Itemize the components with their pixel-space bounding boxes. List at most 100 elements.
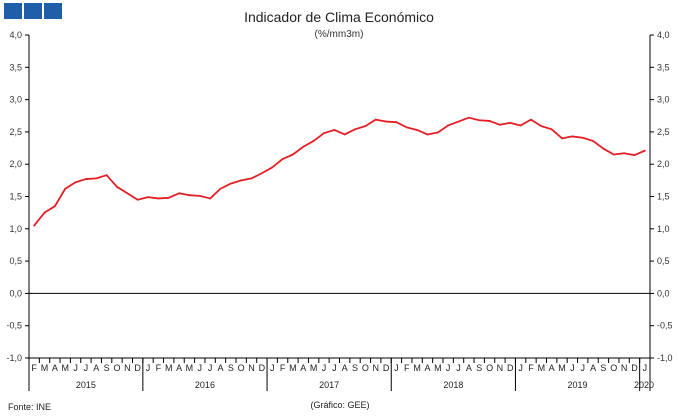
x-month-label: D — [631, 363, 638, 373]
x-month-label: N — [497, 363, 504, 373]
data-point — [509, 121, 512, 124]
data-point — [354, 128, 356, 131]
x-month-label: A — [176, 363, 182, 373]
x-month-label: N — [124, 363, 131, 373]
x-month-label: D — [259, 363, 266, 373]
data-point — [488, 120, 491, 122]
x-month-label: F — [156, 363, 162, 373]
data-point — [633, 154, 636, 157]
data-point — [240, 179, 243, 182]
data-point — [178, 192, 180, 195]
data-point — [612, 153, 615, 156]
data-point — [250, 177, 253, 180]
data-point — [426, 133, 429, 136]
data-point — [457, 120, 460, 123]
data-point — [219, 187, 222, 190]
y-tick-label-right: 0,0 — [657, 288, 670, 298]
data-point — [395, 121, 398, 124]
x-month-label: J — [146, 363, 151, 373]
x-month-label: O — [362, 363, 369, 373]
x-month-label: A — [52, 363, 58, 373]
x-month-label: O — [610, 363, 617, 373]
x-month-label: A — [217, 363, 223, 373]
source-note: Fonte: INE — [8, 402, 51, 412]
x-month-label: J — [394, 363, 399, 373]
data-point — [198, 194, 201, 197]
data-point — [292, 153, 294, 156]
x-month-label: S — [600, 363, 606, 373]
data-point — [333, 129, 336, 131]
data-point — [405, 126, 408, 129]
y-tick-label-right: 1,5 — [657, 192, 670, 202]
data-point — [53, 205, 56, 208]
data-point — [188, 194, 191, 197]
x-month-label: A — [549, 363, 555, 373]
x-month-label: M — [165, 363, 173, 373]
x-month-label: F — [528, 363, 534, 373]
x-month-label: A — [590, 363, 596, 373]
y-tick-label-left: 3,5 — [9, 62, 22, 72]
y-tick-label-right: 2,5 — [657, 127, 670, 137]
data-point — [385, 120, 387, 123]
y-tick-label-left: 0,0 — [9, 288, 22, 298]
x-month-label: N — [248, 363, 255, 373]
data-point — [167, 196, 170, 199]
data-point — [540, 125, 543, 127]
y-tick-label-right: -1,0 — [657, 353, 673, 363]
y-tick-label-right: 3,0 — [657, 95, 670, 105]
data-point — [271, 166, 274, 169]
y-tick-label-right: 0,5 — [657, 256, 670, 266]
data-point — [416, 129, 419, 131]
data-point — [530, 118, 532, 121]
data-point — [478, 119, 481, 122]
data-point — [95, 177, 98, 180]
y-tick-label-left: -1,0 — [6, 353, 22, 363]
series-layer — [33, 116, 646, 227]
y-tick-label-left: 1,5 — [9, 192, 22, 202]
data-point — [147, 196, 149, 199]
x-month-label: O — [238, 363, 245, 373]
x-month-label: S — [228, 363, 234, 373]
data-point — [343, 133, 346, 136]
x-month-label: J — [580, 363, 585, 373]
x-month-label: A — [424, 363, 430, 373]
y-tick-label-right: 2,0 — [657, 159, 670, 169]
data-point — [85, 178, 87, 180]
data-point — [209, 197, 212, 200]
x-month-label: M — [289, 363, 297, 373]
y-axis-left: 4,0 3,5 3,0 2,5 2,0 1,5 1,0 0,5 0,0 -0,5 -1,0 — [6, 30, 29, 363]
data-point — [561, 137, 563, 140]
data-point — [436, 131, 439, 134]
x-month-label: J — [456, 363, 461, 373]
logo-square-2 — [24, 3, 42, 19]
data-point — [643, 149, 646, 152]
data-point — [126, 192, 129, 195]
x-month-label: J — [322, 363, 327, 373]
data-point — [499, 123, 501, 126]
data-point — [364, 125, 367, 127]
x-month-label: M — [310, 363, 318, 373]
x-month-label: D — [383, 363, 390, 373]
x-month-label: J — [270, 363, 275, 373]
y-tick-label-right: -0,5 — [657, 321, 673, 331]
x-month-label: J — [208, 363, 213, 373]
y-tick-label-left: 2,5 — [9, 127, 22, 137]
x-month-label: O — [113, 363, 120, 373]
data-point — [74, 181, 77, 184]
data-point — [571, 135, 574, 138]
y-tick-label-left: 0,5 — [9, 256, 22, 266]
series-line — [33, 116, 646, 227]
data-point — [229, 182, 232, 185]
x-month-label: J — [643, 363, 648, 373]
logo — [4, 3, 62, 19]
x-month-label: F — [280, 363, 286, 373]
data-point — [323, 132, 325, 135]
y-tick-label-right: 4,0 — [657, 30, 670, 40]
x-month-label: N — [372, 363, 379, 373]
y-tick-label-left: 1,0 — [9, 224, 22, 234]
x-month-label: M — [413, 363, 421, 373]
data-point — [447, 124, 450, 127]
x-month-label: M — [186, 363, 194, 373]
data-point — [374, 118, 377, 121]
